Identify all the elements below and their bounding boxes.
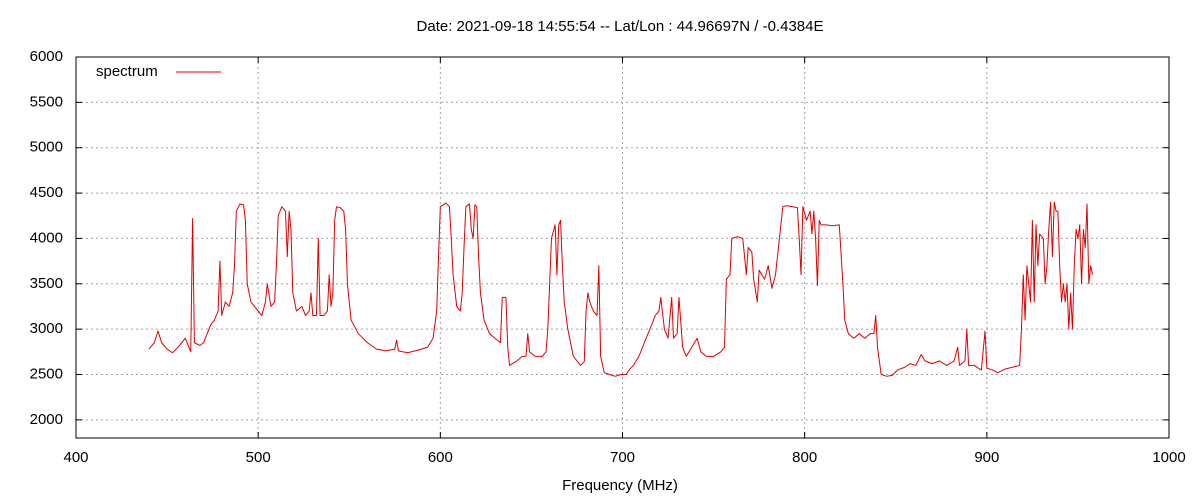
x-axis-label: Frequency (MHz): [562, 477, 678, 494]
y-tick-label: 3000: [30, 320, 63, 337]
y-tick-label: 2500: [30, 365, 63, 382]
plot-frame: [75, 56, 1170, 439]
x-tick-label: 600: [428, 449, 453, 466]
y-tick-label: 6000: [30, 48, 63, 65]
y-tick-label: 4000: [30, 229, 63, 246]
chart-title: Date: 2021-09-18 14:55:54 -- Lat/Lon : 4…: [417, 18, 824, 35]
x-tick-label: 500: [246, 449, 271, 466]
y-tick-label: 5500: [30, 93, 63, 110]
legend-label: spectrum: [96, 63, 158, 80]
y-tick-label: 3500: [30, 275, 63, 292]
x-tick-label: 700: [610, 449, 635, 466]
x-tick-label: 800: [792, 449, 817, 466]
x-tick-label: 900: [974, 449, 999, 466]
y-tick-label: 5000: [30, 139, 63, 156]
x-tick-label: 1000: [1152, 449, 1185, 466]
y-tick-label: 2000: [30, 411, 63, 428]
x-tick-label: 400: [63, 449, 88, 466]
spectrum-line: [148, 201, 1093, 377]
y-tick-label: 4500: [30, 184, 63, 201]
